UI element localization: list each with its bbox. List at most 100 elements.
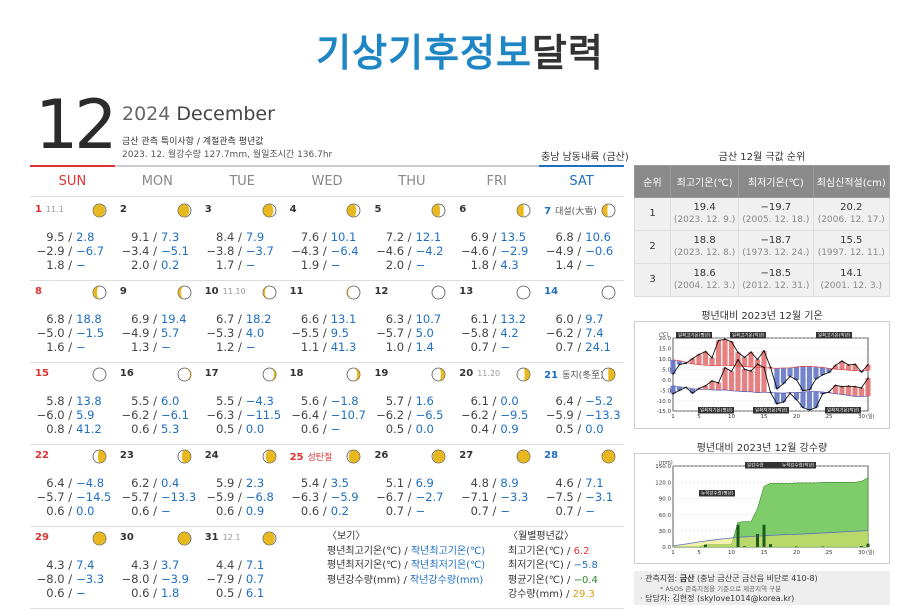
- min-cell: −18.7 (1973. 12. 24.): [738, 230, 814, 264]
- data-point: [789, 392, 791, 395]
- rain-chart: 150.0 120.0 90.0 60.0 30.0 0.0 1 5 10 15 20 25 30 (mm…: [634, 453, 890, 564]
- day-cell[interactable]: 29 4.3 /7.4 −8.0 /−3.3 0.6 /−: [30, 527, 115, 608]
- day-cell[interactable]: 4 7.6 /10.1 −4.3 /−6.4 1.9 /−: [285, 199, 370, 280]
- last-year-value: 7.1: [585, 476, 604, 490]
- last-year-value: −14.5: [76, 490, 112, 504]
- min-anomaly-bar: [858, 387, 865, 397]
- day-cell[interactable]: 6 6.9 /13.5 −4.6 /−2.9 1.8 /4.3: [454, 199, 539, 280]
- day-number: 1 11.1: [35, 204, 64, 215]
- day-cell[interactable]: 5 7.2 /12.1 −4.6 /−4.2 2.0 /−: [369, 199, 454, 280]
- min-anomaly-bar: [839, 386, 845, 395]
- legend-tag: 일최고기온(작년): [816, 332, 852, 339]
- day-number-text: 14: [544, 286, 559, 297]
- day-cell[interactable]: 12 6.3 /10.7 −5.7 /5.0 1.0 /1.4: [369, 281, 454, 362]
- normal-value: −5.3 /: [206, 326, 242, 340]
- value-row: 1.4 /−: [539, 258, 624, 272]
- last-year-value: 0.7: [245, 572, 265, 586]
- normal-value: 6.7 /: [216, 312, 242, 326]
- legend-tag-bg: [698, 407, 734, 414]
- value-row: −4.6 /−2.9: [454, 244, 539, 258]
- data-point: [743, 368, 746, 371]
- day-cell[interactable]: 30 4.3 /3.7 −8.0 /−3.9 0.6 /1.8: [115, 527, 200, 608]
- value-row: 0.8 /41.2: [30, 422, 115, 436]
- day-cell[interactable]: 16 5.5 /6.0 −6.2 /−6.1 0.6 /5.3: [115, 363, 200, 444]
- data-point: [704, 384, 707, 387]
- day-cell[interactable]: 31 12.1 4.4 /7.1 −7.9 /0.7 0.5 /6.1: [200, 527, 285, 608]
- last-year-value: 0.0: [500, 394, 519, 408]
- day-cell[interactable]: 18 5.6 /−1.8 −6.4 /−10.7 0.6 /−: [285, 363, 370, 444]
- value-row: 7.6 /10.1: [285, 230, 370, 244]
- value-row: 1.2 /−: [200, 340, 285, 354]
- day-cell[interactable]: 20 11.20 6.1 /0.0 −6.2 /−9.5 0.4 /0.9: [454, 363, 539, 444]
- day-values: 6.8 /10.6 −4.9 /−0.6 1.4 /−: [539, 230, 624, 272]
- value-row: 5.7 /1.6: [369, 394, 454, 408]
- normal-value: 5.4 /: [300, 476, 327, 490]
- lunar-date: 12.1: [222, 533, 241, 542]
- day-cell[interactable]: 24 5.9 /2.3 −5.9 /−6.8 0.6 /0.9: [200, 445, 285, 526]
- legend-tag-text: 일최고기온(작년): [818, 332, 851, 339]
- day-cell[interactable]: 21 동지(冬至) 6.4 /−5.2 −5.9 /−13.3 0.5 /0.0: [539, 363, 624, 444]
- data-point: [763, 366, 765, 369]
- normal-value: −6.2 /: [376, 408, 412, 422]
- day-cell[interactable]: 9 6.9 /19.4 −4.9 /5.7 1.3 /−: [115, 281, 200, 362]
- normal-value: 0.6 /: [46, 586, 73, 600]
- day-values: 4.4 /7.1 −7.9 /0.7 0.5 /6.1: [200, 558, 285, 600]
- day-cell[interactable]: 14 6.0 /9.7 −6.2 /7.4 0.7 /24.1: [539, 281, 624, 362]
- last-year-value: 5.3: [160, 422, 180, 436]
- normal-value: 0.7 /: [555, 504, 582, 518]
- day-number: 19: [374, 368, 388, 379]
- day-values: 5.4 /3.5 −6.3 /−5.9 0.6 /0.2: [285, 476, 370, 518]
- last-year-value: 0.4: [160, 476, 180, 490]
- min-anomaly-bar: [793, 392, 800, 400]
- rank-cell: 3: [634, 263, 671, 297]
- max-anomaly-bar: [800, 366, 806, 391]
- day-cell[interactable]: 27 4.8 /8.9 −7.1 /−3.3 0.7 /−: [454, 445, 539, 526]
- day-cell[interactable]: 3 8.4 /7.9 −3.8 /−3.7 1.7 /−: [200, 199, 285, 280]
- station-label: · 관측지점:: [640, 574, 680, 583]
- day-cell[interactable]: 7 대설(大雪) 6.8 /10.6 −4.9 /−0.6 1.4 /−: [539, 199, 624, 280]
- moon-phase-icon: [431, 367, 446, 382]
- moon-phase-icon: [431, 449, 446, 464]
- day-values: 6.2 /0.4 −5.7 /−13.3 0.6 /−: [115, 476, 200, 518]
- moon-phase-icon: [516, 449, 531, 464]
- x-tick-label: 5: [697, 414, 701, 420]
- day-cell[interactable]: 15 5.8 /13.8 −6.0 /5.9 0.8 /41.2: [30, 363, 115, 444]
- day-cell[interactable]: 10 11.10 6.7 /18.2 −5.3 /4.0 1.2 /−: [200, 281, 285, 362]
- value-row: 1.6 /−: [30, 340, 115, 354]
- day-cell[interactable]: 19 5.7 /1.6 −6.2 /−6.5 0.5 /0.0: [369, 363, 454, 444]
- day-cell[interactable]: 25 성탄절 5.4 /3.5 −6.3 /−5.9 0.6 /0.2: [285, 445, 370, 526]
- x-tick-label: 25: [826, 414, 833, 420]
- moon-phase-icon: [601, 285, 616, 300]
- day-cell[interactable]: 23 6.2 /0.4 −5.7 /−13.3 0.6 /−: [115, 445, 200, 526]
- day-cell[interactable]: 1 11.1 9.5 /2.8 −2.9 /−6.7 1.8 /−: [30, 199, 115, 280]
- last-year-value: −: [330, 422, 341, 436]
- day-cell[interactable]: 2 9.1 /7.3 −3.4 /−5.1 2.0 /0.2: [115, 199, 200, 280]
- min-anomaly-bar: [715, 382, 722, 391]
- last-year-value: 2.8: [76, 230, 95, 244]
- day-cell[interactable]: 28 4.6 /7.1 −7.5 /−3.1 0.7 /−: [539, 445, 624, 526]
- moon-phase-icon: [601, 203, 616, 218]
- normal-label: 평균기온(℃) /: [508, 574, 574, 586]
- day-number: 23: [120, 450, 134, 461]
- normal-value: 6.2: [573, 545, 590, 557]
- min-anomaly-bar: [774, 392, 780, 404]
- day-cell[interactable]: 13 6.1 /13.2 −5.8 /4.2 0.7 /−: [454, 281, 539, 362]
- last-year-value: 5.9: [76, 408, 95, 422]
- value-row: 0.5 /0.0: [539, 422, 624, 436]
- day-number-text: 19: [374, 368, 389, 379]
- normal-value: 1.0 /: [385, 340, 412, 354]
- value-row: 0.7 /−: [454, 504, 539, 518]
- day-cell[interactable]: 11 6.6 /13.1 −5.5 /9.5 1.1 /41.3: [285, 281, 370, 362]
- day-cell[interactable]: 17 5.5 /−4.3 −6.3 /−11.5 0.5 /0.0: [200, 363, 285, 444]
- normal-value: −7.9 /: [206, 572, 242, 586]
- value-row: −5.9 /−6.8: [200, 490, 285, 504]
- day-cell[interactable]: 26 5.1 /6.9 −6.7 /−2.7 0.7 /−: [369, 445, 454, 526]
- moon-phase-icon: [177, 449, 192, 464]
- normal-label: 최고기온(℃) /: [508, 545, 574, 557]
- day-cell[interactable]: 8 6.8 /18.8 −5.0 /−1.5 1.6 /−: [30, 281, 115, 362]
- min-anomaly-bar: [813, 391, 819, 408]
- rank-date: (1997. 12. 11.): [817, 248, 885, 258]
- max-anomaly-bar: [676, 360, 683, 365]
- value-row: 0.6 /0.0: [30, 504, 115, 518]
- day-cell[interactable]: 22 6.4 /−4.8 −5.7 /−14.5 0.6 /0.0: [30, 445, 115, 526]
